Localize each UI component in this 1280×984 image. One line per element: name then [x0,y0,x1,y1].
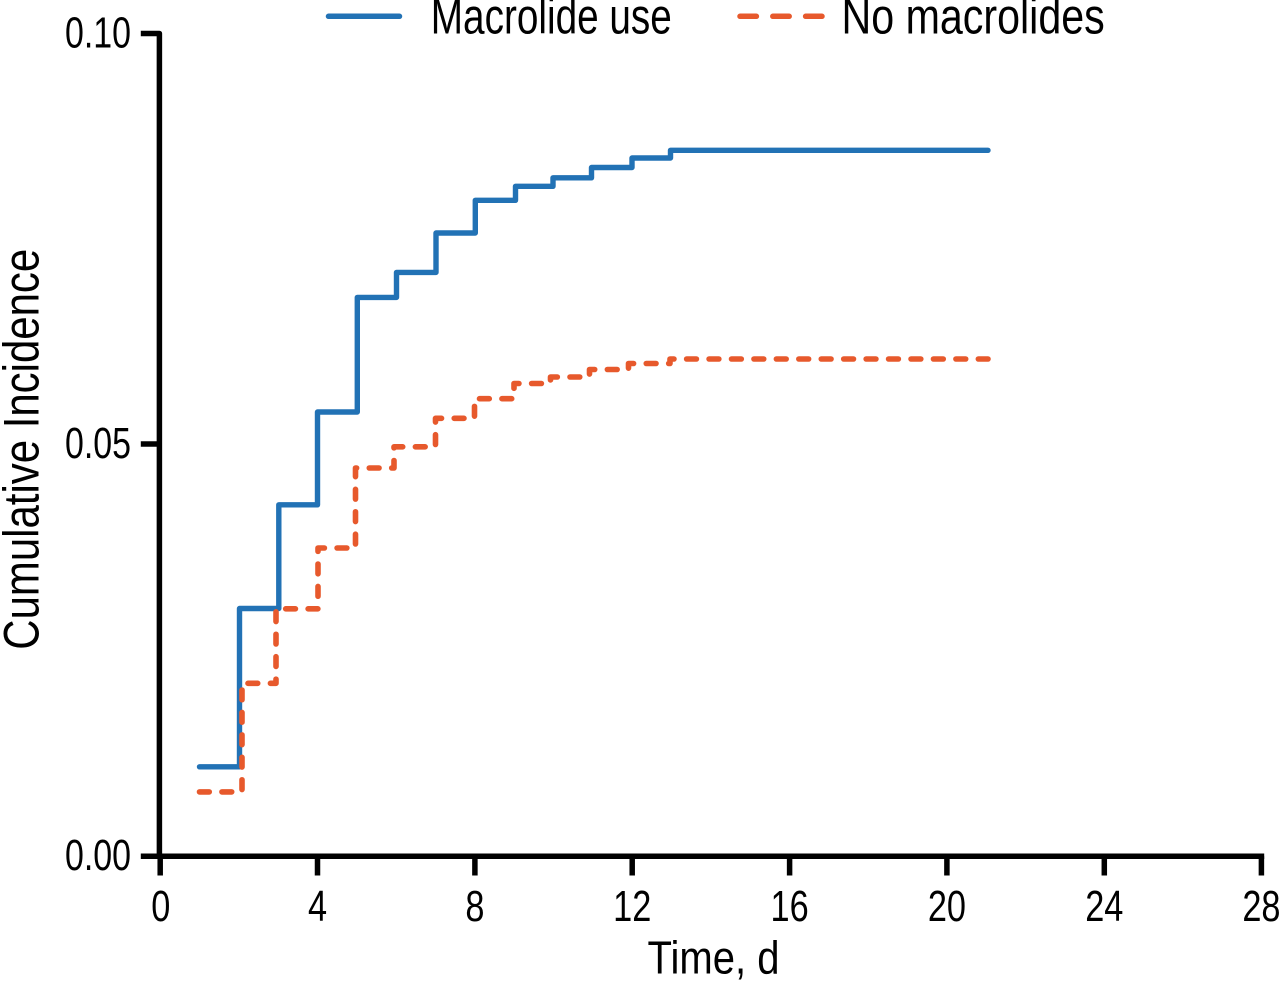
svg-text:0.05: 0.05 [65,420,131,468]
svg-text:Time, d: Time, d [648,932,780,983]
svg-text:8: 8 [465,882,484,931]
svg-text:No macrolides: No macrolides [842,0,1105,45]
svg-text:0: 0 [151,882,170,931]
svg-text:28: 28 [1242,882,1280,931]
svg-text:4: 4 [308,882,327,931]
svg-text:20: 20 [928,882,966,931]
svg-text:Cumulative Incidence: Cumulative Incidence [0,249,50,650]
svg-text:0.10: 0.10 [65,9,131,57]
svg-text:16: 16 [771,882,809,931]
svg-text:Macrolide use: Macrolide use [431,0,672,45]
svg-text:12: 12 [613,882,651,931]
svg-text:24: 24 [1085,882,1123,931]
svg-text:0.00: 0.00 [65,832,131,880]
